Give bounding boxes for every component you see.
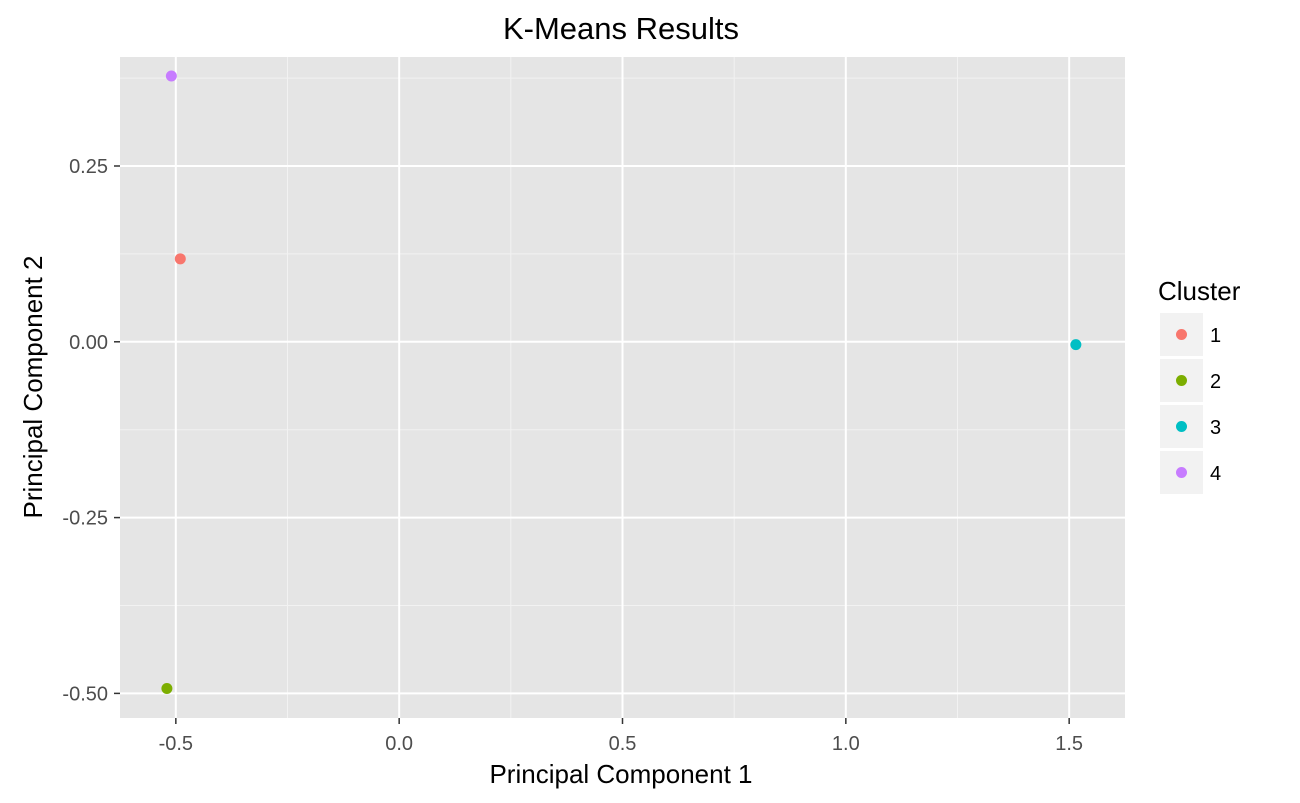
x-tick-label: 0.0 xyxy=(385,733,413,755)
x-axis: -0.5 0.0 0.5 1.0 1.5 xyxy=(159,718,1083,755)
legend-entries: 1 2 3 4 xyxy=(1160,313,1221,494)
x-tick-label: -0.5 xyxy=(159,733,193,755)
legend-title: Cluster xyxy=(1158,276,1241,306)
y-tick-label: 0.25 xyxy=(69,156,108,178)
legend: Cluster 1 2 3 4 xyxy=(1158,276,1241,494)
data-point-cluster-2 xyxy=(161,682,173,694)
data-points xyxy=(161,70,1082,694)
data-point-cluster-4 xyxy=(165,70,177,82)
legend-label-1: 1 xyxy=(1210,325,1221,347)
y-tick-label: 0.00 xyxy=(69,332,108,354)
data-point-cluster-1 xyxy=(174,253,186,265)
chart-title: K-Means Results xyxy=(503,11,739,46)
data-point-cluster-3 xyxy=(1070,339,1082,351)
x-tick-label: 1.0 xyxy=(832,733,860,755)
legend-label-2: 2 xyxy=(1210,371,1221,393)
x-tick-label: 1.5 xyxy=(1055,733,1083,755)
y-tick-label: -0.50 xyxy=(62,683,108,705)
x-axis-title: Principal Component 1 xyxy=(489,759,752,789)
y-axis: -0.50 -0.25 0.00 0.25 xyxy=(62,156,120,705)
y-axis-title: Principal Component 2 xyxy=(18,255,48,518)
legend-swatch-1 xyxy=(1176,329,1187,340)
major-gridlines xyxy=(120,57,1125,718)
x-tick-label: 0.5 xyxy=(609,733,637,755)
legend-label-4: 4 xyxy=(1210,463,1221,485)
legend-swatch-4 xyxy=(1176,467,1187,478)
legend-swatch-2 xyxy=(1176,375,1187,386)
legend-label-3: 3 xyxy=(1210,417,1221,439)
y-tick-label: -0.25 xyxy=(62,508,108,530)
legend-swatch-3 xyxy=(1176,421,1187,432)
